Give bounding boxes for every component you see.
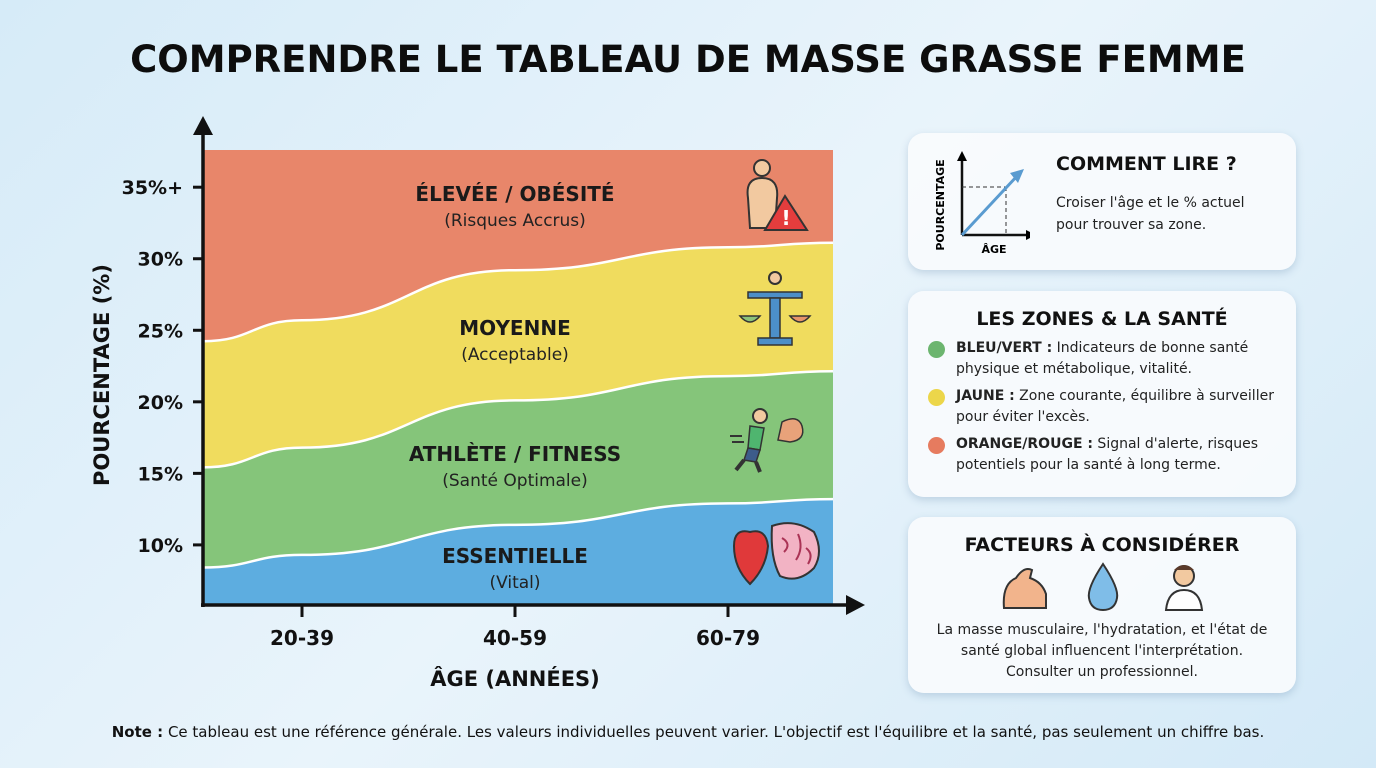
how-to-read-card: POURCENTAGE ÂGE COMMENT LIRE ? Croiser l… bbox=[908, 133, 1296, 270]
water-drop-icon bbox=[1087, 562, 1119, 612]
body-fat-chart: ESSENTIELLE (Vital) ATHLÈTE / FITNESS (Sant… bbox=[90, 116, 865, 691]
y-tick-label: 25% bbox=[138, 320, 183, 342]
zone-label: MOYENNE bbox=[459, 316, 570, 340]
legend-text: Indicateurs de bonne santé physique et m… bbox=[956, 340, 1249, 377]
zone-sublabel: (Risques Accrus) bbox=[444, 211, 586, 231]
zones-health-card: LES ZONES & LA SANTÉ BLEU/VERT : Indicat… bbox=[908, 291, 1296, 497]
how-to-read-text-2: pour trouver sa zone. bbox=[1056, 217, 1207, 233]
factors-title: FACTEURS À CONSIDÉRER bbox=[964, 534, 1240, 556]
zone-label: ESSENTIELLE bbox=[442, 544, 588, 568]
legend-item-yellow: JAUNE : Zone courante, équilibre à surve… bbox=[928, 386, 1296, 428]
balance-scale-icon bbox=[738, 271, 812, 346]
zone-boundary bbox=[202, 241, 834, 343]
y-tick-label: 15% bbox=[138, 463, 183, 485]
x-tick-label: 60-79 bbox=[696, 626, 760, 650]
legend-text: Signal d'alerte, risques potentiels pour… bbox=[956, 436, 1259, 473]
y-tick-label: 35%+ bbox=[122, 177, 183, 199]
legend-item-green: BLEU/VERT : Indicateurs de bonne santé p… bbox=[928, 338, 1296, 380]
zone-sublabel: (Vital) bbox=[489, 573, 540, 593]
page-title: COMPRENDRE LE TABLEAU DE MASSE GRASSE FE… bbox=[130, 38, 1246, 81]
how-to-read-title: COMMENT LIRE ? bbox=[1056, 153, 1237, 175]
note-text: Ce tableau est une référence générale. L… bbox=[163, 723, 1265, 741]
note-label: Note : bbox=[111, 723, 164, 741]
legend-item-red: ORANGE/ROUGE : Signal d'alerte, risques … bbox=[928, 434, 1296, 476]
legend-text: Zone courante, équilibre à surveiller po… bbox=[956, 388, 1274, 425]
factors-icons bbox=[1002, 562, 1204, 612]
y-axis-title: POURCENTAGE (%) bbox=[90, 264, 114, 486]
yellow-dot-icon bbox=[928, 389, 945, 406]
footer-note: Note : Ce tableau est une référence géné… bbox=[0, 723, 1376, 741]
zone-sublabel: (Santé Optimale) bbox=[442, 471, 588, 491]
mini-chart-icon: POURCENTAGE ÂGE bbox=[934, 151, 1030, 256]
svg-text:!: ! bbox=[781, 206, 790, 230]
x-axis-title: ÂGE (ANNÉES) bbox=[430, 666, 600, 691]
zone-label: ÉLEVÉE / OBÉSITÉ bbox=[415, 182, 614, 206]
zone-area bbox=[203, 371, 833, 568]
factors-text: La masse musculaire, l'hydratation, et l… bbox=[936, 622, 1268, 680]
red-dot-icon bbox=[928, 437, 945, 454]
doctor-icon bbox=[1164, 565, 1204, 611]
zone-sublabel: (Acceptable) bbox=[461, 345, 569, 365]
zone-boundary bbox=[202, 497, 834, 569]
mini-y-label: POURCENTAGE bbox=[934, 159, 947, 250]
legend-label: BLEU/VERT : bbox=[956, 340, 1053, 356]
how-to-read-text-1: Croiser l'âge et le % actuel bbox=[1056, 195, 1245, 211]
y-tick-label: 10% bbox=[138, 535, 183, 557]
factors-card: FACTEURS À CONSIDÉRER La masse musculair… bbox=[908, 517, 1296, 693]
legend-label: ORANGE/ROUGE : bbox=[956, 436, 1093, 452]
y-tick-label: 20% bbox=[138, 392, 183, 414]
warning-person-icon: ! bbox=[746, 159, 809, 231]
zones-health-title: LES ZONES & LA SANTÉ bbox=[976, 308, 1228, 330]
x-tick-label: 40-59 bbox=[483, 626, 547, 650]
green-dot-icon bbox=[928, 341, 945, 358]
heart-brain-icon bbox=[732, 522, 820, 586]
y-tick-label: 30% bbox=[138, 249, 183, 271]
runner-icon bbox=[730, 408, 804, 473]
zone-label: ATHLÈTE / FITNESS bbox=[409, 442, 621, 466]
zone-area bbox=[203, 242, 833, 468]
legend-label: JAUNE : bbox=[956, 388, 1015, 404]
x-tick-label: 20-39 bbox=[270, 626, 334, 650]
zone-area bbox=[203, 150, 833, 342]
mini-x-label: ÂGE bbox=[981, 243, 1006, 256]
muscle-icon bbox=[1002, 568, 1047, 609]
zone-area bbox=[203, 499, 833, 605]
zone-boundary bbox=[202, 370, 834, 469]
